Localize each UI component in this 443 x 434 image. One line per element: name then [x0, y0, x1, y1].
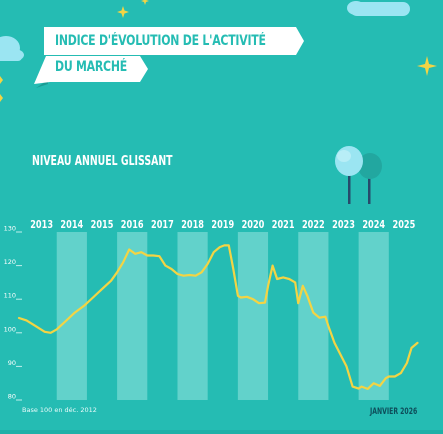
x-tick-label: 2013	[30, 219, 53, 231]
x-tick-label: 2024	[362, 219, 385, 231]
x-tick-label: 2025	[393, 219, 416, 231]
chart-subtitle: NIVEAU ANNUEL GLISSANT	[32, 154, 173, 169]
series-line	[17, 244, 419, 390]
x-tick-label: 2014	[60, 219, 83, 231]
title-banner	[34, 27, 304, 88]
title-line-2: DU MARCHÉ	[55, 59, 127, 75]
year-band	[237, 232, 269, 400]
sparkle-icon	[0, 94, 3, 102]
year-band	[177, 232, 208, 400]
y-tick-label: 100	[4, 325, 16, 333]
sparkle-icon	[417, 56, 437, 76]
date-label: JANVIER 2026	[370, 407, 418, 417]
year-band	[358, 232, 389, 400]
x-tick-label: 2019	[211, 219, 234, 231]
x-tick-label: 2022	[302, 219, 325, 231]
chart-footnote: Base 100 en déc. 2012	[22, 406, 97, 414]
tree-icon	[335, 146, 382, 204]
y-tick-label: 110	[4, 292, 16, 300]
year-band	[117, 232, 148, 400]
x-tick-label: 2021	[272, 219, 295, 231]
x-tick-label: 2018	[181, 219, 204, 231]
x-tick-label: 2020	[242, 219, 265, 231]
bottom-rule	[0, 430, 443, 434]
cloud-icon	[347, 1, 410, 16]
sparkle-icon	[0, 76, 3, 84]
x-tick-label: 2016	[121, 219, 144, 231]
y-tick-label: 120	[4, 258, 16, 266]
y-tick-label: 90	[8, 359, 16, 367]
sparkle-icon	[117, 6, 129, 18]
title-line-1: INDICE D'ÉVOLUTION DE L'ACTIVITÉ	[55, 33, 266, 49]
x-tick-label: 2023	[332, 219, 355, 231]
x-tick-label: 2015	[91, 219, 114, 231]
cloud-icon	[0, 36, 24, 61]
x-tick-label: 2017	[151, 219, 174, 231]
y-tick-label: 130	[4, 225, 16, 233]
y-tick-label: 80	[8, 393, 16, 401]
sparkle-icon	[141, 0, 149, 5]
